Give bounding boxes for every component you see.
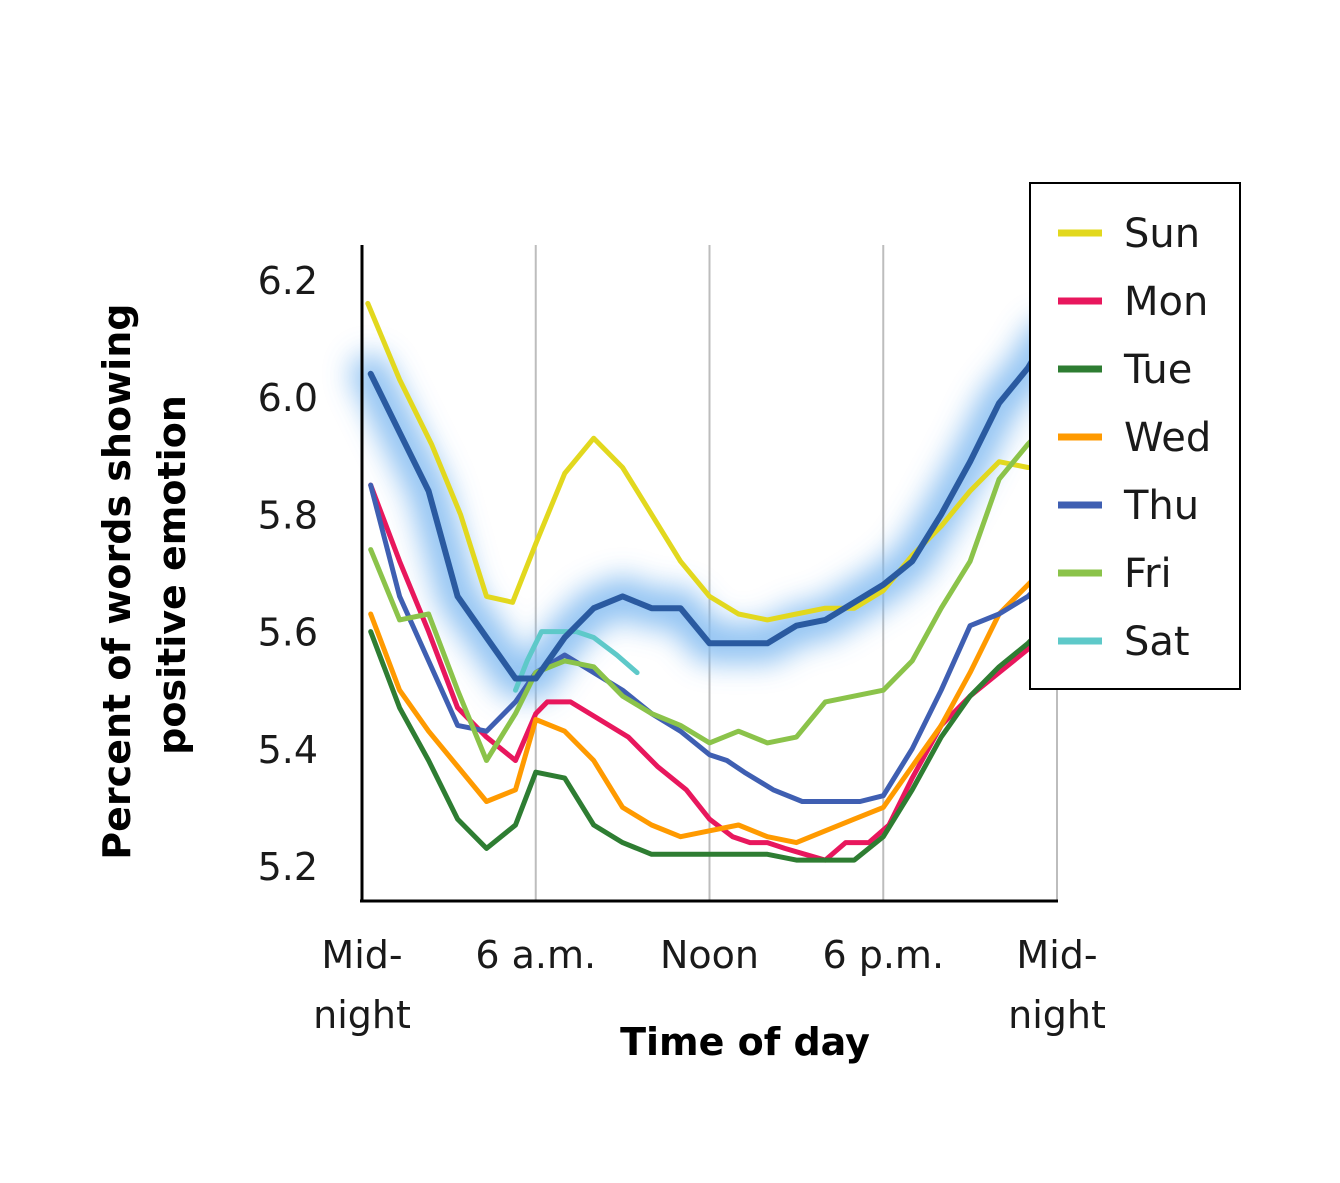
legend-label-tue: Tue <box>1123 347 1192 393</box>
legend-label-wed: Wed <box>1124 415 1211 461</box>
y-tick-label: 5.4 <box>258 728 318 772</box>
x-tick-label: Mid-night <box>313 933 411 1037</box>
x-tick-label: Mid-night <box>1008 933 1106 1037</box>
series-line-mon <box>368 482 1045 863</box>
legend-label-fri: Fri <box>1124 551 1172 597</box>
y-tick-label: 5.6 <box>258 611 318 655</box>
legend-label-mon: Mon <box>1124 279 1208 325</box>
x-tick-label: 6 p.m. <box>822 933 944 977</box>
legend-label-sat: Sat <box>1124 619 1190 665</box>
y-axis-title-line-2: positive emotion <box>150 395 194 755</box>
series-line-tue <box>368 623 1048 863</box>
y-tick-label: 6.0 <box>258 376 318 420</box>
gridlines <box>534 245 1058 901</box>
x-tick-label: 6 a.m. <box>475 933 596 977</box>
x-axis-title: Time of day <box>620 1020 870 1064</box>
series-line-thu <box>368 482 1048 804</box>
legend: Sun Mon Tue Wed Thu Fri Sat <box>1029 182 1241 690</box>
y-tick-label: 5.8 <box>258 493 318 537</box>
x-tick-label: Noon <box>660 933 759 977</box>
y-axis-title: Percent of words showing positive emotio… <box>95 290 194 859</box>
series-line-wed <box>368 564 1048 846</box>
legend-label-sun: Sun <box>1124 211 1200 257</box>
series-line-fri <box>368 424 1048 763</box>
highlight-line <box>367 335 1049 682</box>
y-tick-label: 6.2 <box>258 259 318 303</box>
x-tick-labels: Mid-night 6 a.m. Noon 6 p.m. Mid-night <box>313 933 1106 1037</box>
y-tick-labels: 5.2 5.4 5.6 5.8 6.0 6.2 <box>258 259 318 889</box>
series-layer <box>365 300 1049 863</box>
axes <box>360 245 1058 903</box>
y-axis-title-line-1: Percent of words showing <box>95 304 139 860</box>
y-tick-label: 5.2 <box>258 845 318 889</box>
legend-label-thu: Thu <box>1123 483 1199 529</box>
